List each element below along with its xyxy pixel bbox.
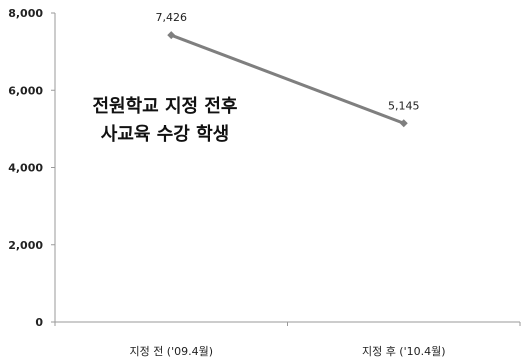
y-tick-label: 2,000 (8, 239, 43, 252)
y-tick-label: 0 (35, 316, 43, 329)
series-line-group: 7,426 5,145 (156, 11, 420, 128)
data-point (167, 31, 176, 40)
annotation-line-1: 전원학교 지정 전후 (92, 95, 237, 117)
x-axis: 지정 전 ('09.4월) 지정 후 ('10.4월) (54, 321, 521, 358)
data-point (399, 119, 408, 128)
x-tick-label: 지정 전 ('09.4월) (129, 345, 213, 358)
y-tick-label: 8,000 (8, 7, 43, 20)
y-tick-label: 6,000 (8, 84, 43, 97)
series-line (170, 33, 405, 125)
y-tick-label: 4,000 (8, 162, 43, 175)
x-tick-label: 지정 후 ('10.4월) (362, 345, 446, 358)
annotation-line-2: 사교육 수강 학생 (101, 123, 229, 145)
data-label: 5,145 (388, 99, 420, 112)
y-axis: 0 2,000 4,000 6,000 8,000 (8, 7, 56, 329)
data-label: 7,426 (156, 11, 188, 24)
